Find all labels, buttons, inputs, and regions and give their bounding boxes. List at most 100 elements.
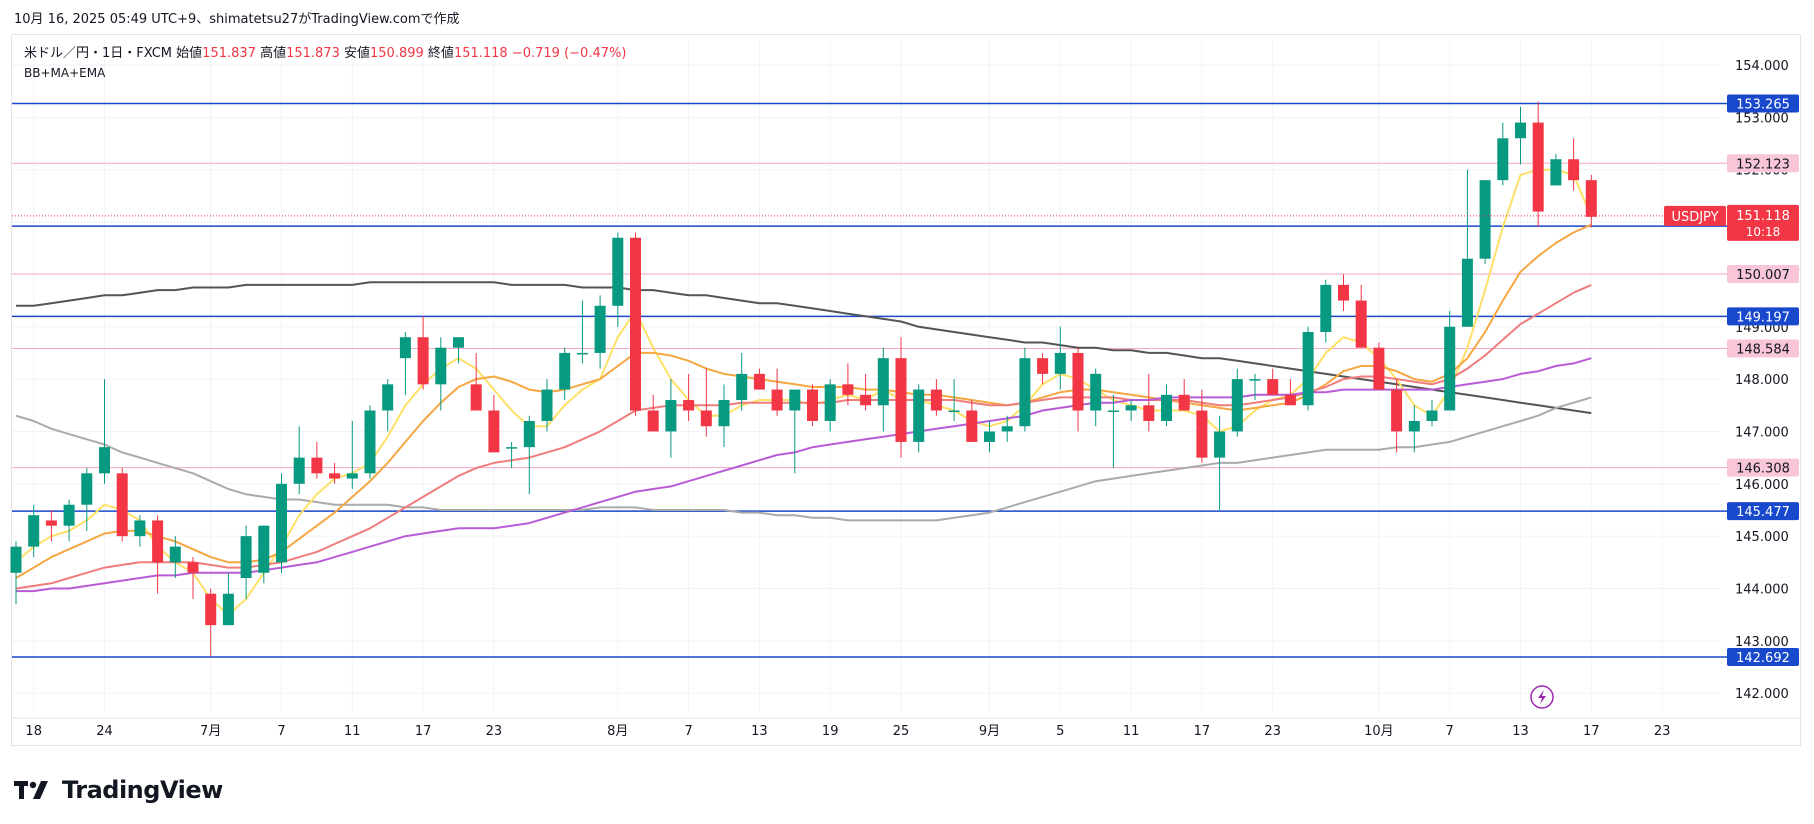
x-tick-label: 11 xyxy=(344,724,361,739)
indicator-line xyxy=(16,357,1592,593)
level-label: 152.123 xyxy=(1736,157,1790,172)
level-label: 145.477 xyxy=(1736,505,1790,520)
candle-body xyxy=(1019,358,1031,427)
candle-body xyxy=(1532,122,1544,212)
candle-body xyxy=(1090,373,1102,411)
bolt-icon[interactable] xyxy=(1530,685,1554,709)
candle-body xyxy=(1072,352,1084,411)
level-label-box xyxy=(1727,339,1799,358)
candle-body xyxy=(1550,159,1562,186)
candle-body xyxy=(523,420,535,448)
candle-body xyxy=(1426,410,1438,421)
x-tick-label: 24 xyxy=(96,724,113,739)
level-label-box xyxy=(1727,154,1799,173)
candle-body xyxy=(1444,326,1456,411)
candle-body xyxy=(736,373,748,401)
candle-body xyxy=(311,457,323,474)
brand[interactable]: TradingView xyxy=(14,776,223,804)
high-label: 高値 xyxy=(260,46,287,61)
candle-body xyxy=(276,483,287,563)
candle-body xyxy=(1515,122,1526,139)
x-tick-label: 11 xyxy=(1123,724,1140,739)
candle-body xyxy=(683,400,695,411)
candle-body xyxy=(1391,389,1403,432)
indicator-lines xyxy=(15,168,1593,616)
low-label: 安値 xyxy=(344,46,371,61)
candle-body xyxy=(205,593,217,626)
x-tick-label: 23 xyxy=(1654,724,1671,739)
level-label: 148.584 xyxy=(1736,343,1790,358)
y-tick-label: 143.000 xyxy=(1735,635,1789,650)
candle-body xyxy=(1302,331,1314,406)
y-tick-label: 146.000 xyxy=(1735,478,1789,493)
candle-body xyxy=(506,447,518,449)
candle-body xyxy=(541,389,553,421)
x-tick-label: 23 xyxy=(1264,724,1281,739)
candle-body xyxy=(435,347,447,385)
candle-body xyxy=(1568,159,1580,181)
candle-body xyxy=(1196,410,1208,458)
candle-body xyxy=(930,389,942,411)
last-price-box xyxy=(1727,204,1799,241)
x-tick-label: 13 xyxy=(1512,724,1529,739)
candle-body xyxy=(488,410,500,453)
candle-body xyxy=(222,593,234,626)
candle-body xyxy=(1249,379,1261,381)
candle-body xyxy=(948,410,960,413)
candle-body xyxy=(346,473,358,479)
x-tick-label: 17 xyxy=(415,724,432,739)
candle-body xyxy=(28,515,40,547)
candle-body xyxy=(99,447,110,474)
candle-body xyxy=(1497,138,1509,181)
x-tick-label: 17 xyxy=(1583,724,1600,739)
candle-body xyxy=(45,520,57,526)
candle-body xyxy=(1125,405,1137,411)
candle-body xyxy=(771,389,783,411)
candle-body xyxy=(1461,258,1473,327)
indicator-label[interactable]: BB+MA+EMA xyxy=(24,66,106,80)
change-value: −0.719 (−0.47%) xyxy=(511,46,627,61)
candle-body xyxy=(1143,405,1155,421)
candle-body xyxy=(399,337,411,359)
candle-body xyxy=(1107,410,1119,413)
candle-body xyxy=(718,400,730,427)
candle-body xyxy=(1054,352,1066,374)
candle-body xyxy=(1355,300,1367,348)
candle-body xyxy=(913,389,925,442)
level-label: 153.265 xyxy=(1736,97,1790,112)
indicator-line xyxy=(15,396,1592,522)
x-tick-label: 7月 xyxy=(200,724,221,739)
level-label-box xyxy=(1727,458,1799,477)
close-value: 151.118 xyxy=(453,46,508,61)
candle-body xyxy=(594,305,606,353)
candle-body xyxy=(470,384,482,411)
level-label-box xyxy=(1727,94,1799,113)
y-tick-label: 144.000 xyxy=(1735,583,1789,598)
candle-body xyxy=(329,473,341,479)
countdown: 10:18 xyxy=(1746,225,1781,239)
level-labels: 153.265152.123150.923150.007149.197148.5… xyxy=(12,94,1799,666)
chart-frame xyxy=(11,34,1801,746)
high-value: 151.873 xyxy=(286,46,340,61)
candle-body xyxy=(453,337,464,348)
symbol-tag-box xyxy=(1664,205,1726,226)
candle-body xyxy=(293,457,305,484)
x-tick-label: 17 xyxy=(1194,724,1211,739)
indicator-line xyxy=(15,283,1592,590)
candle-body xyxy=(807,389,818,421)
candle-body xyxy=(10,546,22,573)
legend-symbol: 米ドル／円・1日・FXCM xyxy=(24,46,173,61)
open-value: 151.837 xyxy=(202,46,256,61)
x-tick-label: 9月 xyxy=(979,724,1000,739)
x-tick-label: 8月 xyxy=(607,724,628,739)
candle-body xyxy=(984,431,995,442)
level-label: 150.007 xyxy=(1736,268,1790,283)
candle-body xyxy=(647,410,659,432)
candle-body xyxy=(576,352,588,355)
candle-body xyxy=(1284,394,1296,406)
y-tick-label: 153.000 xyxy=(1735,111,1789,126)
candle-body xyxy=(700,410,712,427)
candle-body xyxy=(1161,394,1172,421)
candle-body xyxy=(665,400,677,432)
